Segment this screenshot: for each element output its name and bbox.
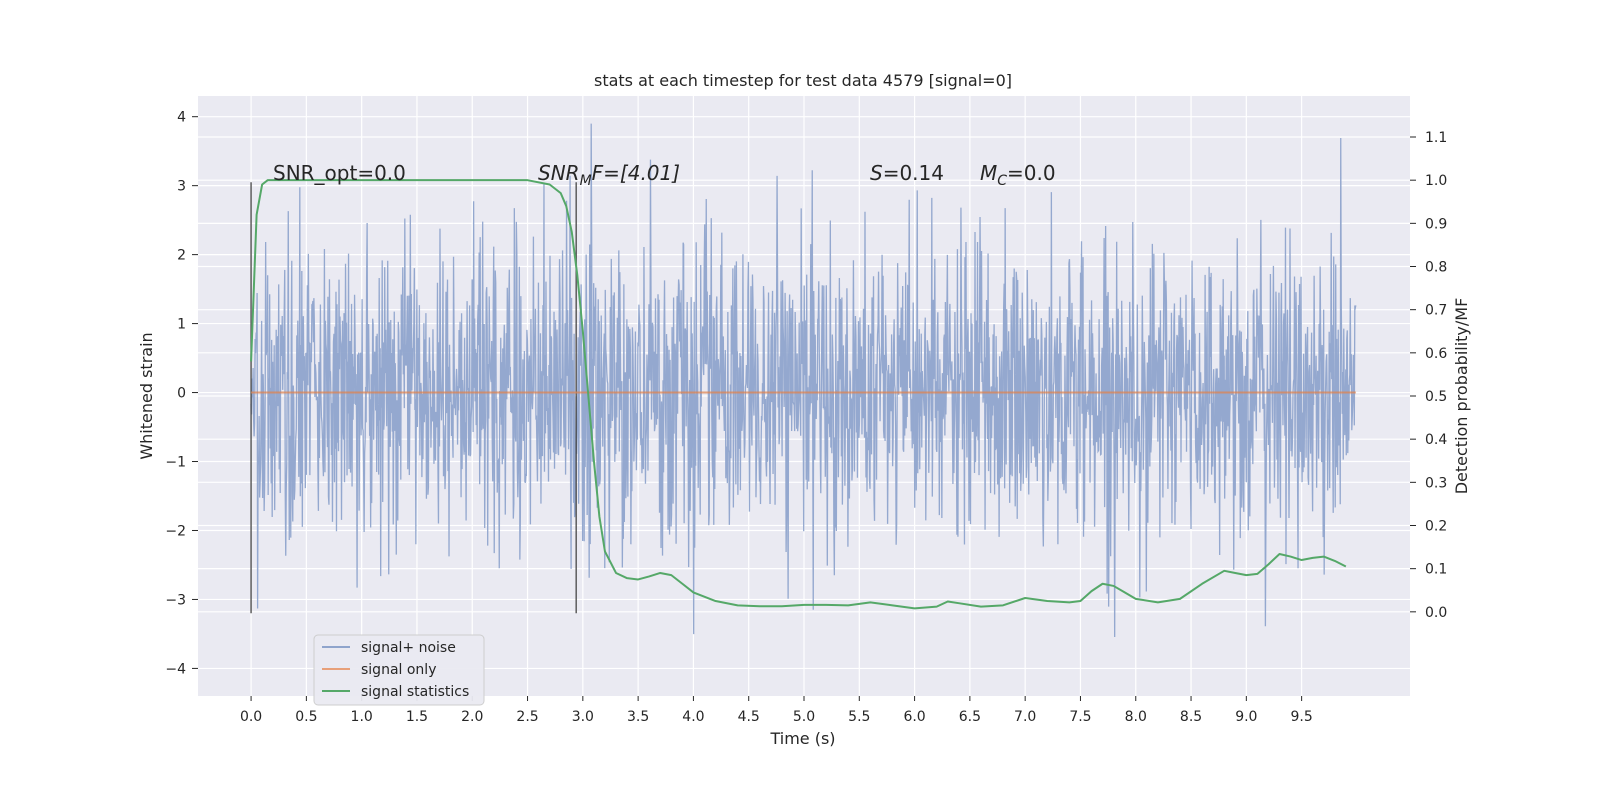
y-tick-label: −2 <box>165 523 186 539</box>
x-tick-label: 6.0 <box>903 709 925 725</box>
y-tick-label: 4 <box>177 110 186 126</box>
y2-axis-ticks: 1.1 1.0 0.9 0.8 0.7 0.6 0.5 0.4 0.3 0.2 0.1 0.0 <box>1410 130 1447 621</box>
x-tick-label: 3.5 <box>627 709 649 725</box>
x-axis-label: Time (s) <box>769 729 835 748</box>
x-tick-label: 2.0 <box>461 709 483 725</box>
annotation-s: S=0.14 <box>870 161 944 185</box>
y2-tick-label: 0.9 <box>1425 216 1447 232</box>
y2-tick-label: 0.1 <box>1425 562 1447 578</box>
x-tick-label: 3.0 <box>572 709 594 725</box>
x-tick-label: 9.5 <box>1290 709 1312 725</box>
x-tick-label: 5.5 <box>848 709 870 725</box>
y2-tick-label: 0.2 <box>1425 518 1447 534</box>
legend-box <box>313 634 485 706</box>
annotation-snr-mf: SNRMF=[4.01] <box>538 161 680 189</box>
x-tick-label: 1.0 <box>351 709 373 725</box>
x-tick-label: 4.5 <box>738 709 760 725</box>
y2-tick-label: 0.5 <box>1425 389 1447 405</box>
snr-mf-prefix: SNR <box>538 161 580 185</box>
y2-tick-label: 1.1 <box>1425 130 1447 146</box>
signal-plus-noise-series <box>250 123 1357 637</box>
x-tick-label: 0.5 <box>295 709 317 725</box>
legend: signal+ noise signal only signal statist… <box>313 634 485 706</box>
snr-mf-sub: M <box>580 173 592 189</box>
vertical-markers <box>250 182 577 614</box>
x-tick-label: 7.0 <box>1014 709 1036 725</box>
y-axis-label: Whitened strain <box>137 332 156 459</box>
x-tick-label: 6.5 <box>959 709 981 725</box>
y2-tick-label: 0.3 <box>1425 475 1447 491</box>
signal-statistics-line <box>250 179 1347 610</box>
y2-tick-label: 1.0 <box>1425 173 1447 189</box>
y2-tick-label: 0.4 <box>1425 432 1447 448</box>
y-tick-label: −1 <box>165 455 186 471</box>
noise-line <box>250 123 1357 637</box>
x-axis-ticks: 0.0 0.5 1.0 1.5 2.0 2.5 3.0 3.5 4.0 4.5 5.0 5.5 6.0 6… <box>240 696 1313 725</box>
x-tick-label: 1.5 <box>406 709 428 725</box>
snr-mf-suffix: F=[4.01] <box>592 161 680 185</box>
y-tick-label: 3 <box>177 179 186 195</box>
mc-prefix: M <box>980 161 997 185</box>
y2-tick-label: 0.0 <box>1425 605 1447 621</box>
x-tick-label: 8.0 <box>1125 709 1147 725</box>
x-tick-label: 7.5 <box>1069 709 1091 725</box>
x-tick-label: 4.0 <box>682 709 704 725</box>
annotation-snr-opt: SNR_opt=0.0 <box>273 161 406 185</box>
y2-axis-label: Detection probability/MF <box>1452 298 1471 495</box>
y2-tick-label: 0.8 <box>1425 260 1447 276</box>
y-tick-label: 1 <box>177 317 186 333</box>
legend-label-signal-only: signal only <box>361 662 436 678</box>
x-tick-label: 9.0 <box>1235 709 1257 725</box>
x-tick-label: 2.5 <box>516 709 538 725</box>
y-tick-label: −3 <box>165 592 186 608</box>
y-tick-label: 0 <box>177 386 186 402</box>
y-tick-label: −4 <box>165 661 186 677</box>
mc-sub: C <box>997 173 1007 189</box>
s-prefix: S <box>870 161 883 185</box>
annotation-mc: MC=0.0 <box>980 161 1056 189</box>
x-tick-label: 5.0 <box>793 709 815 725</box>
y-axis-ticks: 4 3 2 1 0 −1 −2 −3 −4 <box>165 110 198 677</box>
x-tick-label: 8.5 <box>1180 709 1202 725</box>
legend-label-statistics: signal statistics <box>361 684 469 700</box>
y2-tick-label: 0.6 <box>1425 346 1447 362</box>
s-value: =0.14 <box>883 161 944 185</box>
mc-value: =0.0 <box>1007 161 1056 185</box>
legend-label-noise: signal+ noise <box>361 640 456 656</box>
signal-statistics-series <box>250 179 1347 610</box>
chart-title: stats at each timestep for test data 457… <box>594 71 1012 90</box>
x-tick-label: 0.0 <box>240 709 262 725</box>
y-tick-label: 2 <box>177 248 186 264</box>
y2-tick-label: 0.7 <box>1425 303 1447 319</box>
